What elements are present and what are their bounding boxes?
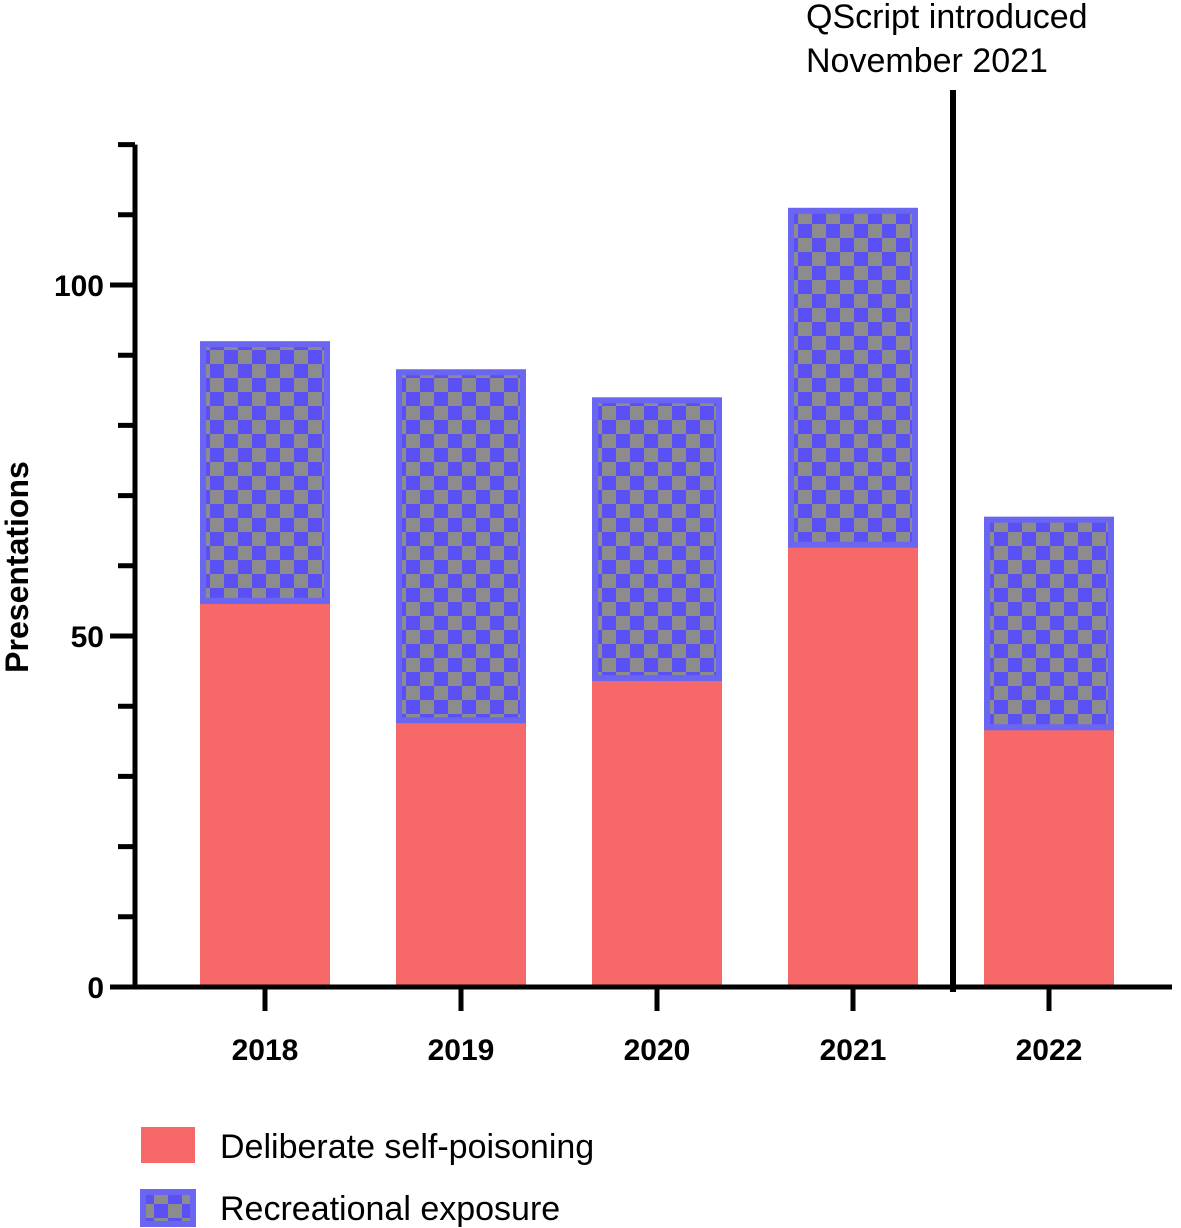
annotation-line1: QScript introduced — [806, 0, 1088, 36]
axes-group: 0 50 100 2018 2019 2020 2021 2022 — [54, 142, 1172, 1067]
bar-self-poisoning-2018 — [200, 600, 330, 987]
y-tick-label-100: 100 — [54, 270, 104, 303]
bars-group — [200, 207, 1114, 987]
legend: Deliberate self-poisoning Recreational e… — [140, 1127, 594, 1228]
annotation-line2: November 2021 — [806, 42, 1048, 80]
bar-self-poisoning-2020 — [592, 678, 722, 987]
x-tick-label-2019: 2019 — [428, 1034, 495, 1067]
y-tick-label-0: 0 — [87, 972, 104, 1005]
bar-self-poisoning-2022 — [984, 727, 1114, 987]
legend-label-recreational: Recreational exposure — [220, 1190, 560, 1228]
bar-self-poisoning-2021 — [788, 544, 918, 987]
legend-swatch-self-poisoning — [141, 1127, 195, 1163]
bar-recreational-2018 — [200, 341, 330, 604]
x-tick-label-2022: 2022 — [1016, 1034, 1083, 1067]
bar-self-poisoning-2019 — [396, 720, 526, 987]
legend-swatch-recreational — [140, 1189, 196, 1227]
bar-recreational-2019 — [396, 369, 526, 724]
y-axis-title: Presentations — [0, 461, 35, 673]
legend-label-self-poisoning: Deliberate self-poisoning — [220, 1128, 594, 1166]
x-tick-label-2018: 2018 — [232, 1034, 299, 1067]
x-tick-label-2020: 2020 — [624, 1034, 691, 1067]
y-tick-label-50: 50 — [71, 621, 104, 654]
bar-recreational-2021 — [788, 207, 918, 548]
bar-recreational-2020 — [592, 397, 722, 682]
bar-recreational-2022 — [984, 516, 1114, 731]
x-tick-label-2021: 2021 — [820, 1034, 887, 1067]
